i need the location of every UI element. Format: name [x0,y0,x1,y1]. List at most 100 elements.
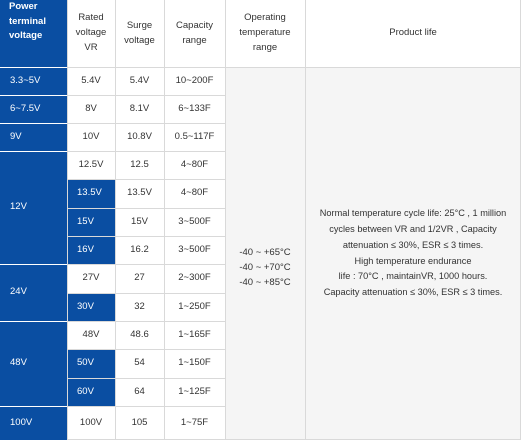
rated-value: 10V [82,130,100,142]
rated-value: 13.5V [77,187,102,199]
grid-line-horizontal [67,179,225,180]
life-line-3: attenuation ≤ 30%, ESR ≤ 3 times. [342,239,484,250]
surge-cell: 32 [115,293,164,321]
surge-cell: 27 [115,264,164,293]
header-power-terminal-voltage: Power terminal voltage [0,0,67,67]
capacity-value: 1~125F [178,385,211,397]
blue-separator [0,123,67,124]
group-label: 100V [10,416,33,428]
capacity-value: 1~250F [178,300,211,312]
rated-cell: 8V [67,95,115,123]
grid-line-vertical [164,0,165,440]
header-rated-line-2: voltage [75,27,107,39]
rated-value: 48V [82,328,100,340]
rated-cell: 10V [67,123,115,151]
capacity-cell: 1~125F [164,378,225,406]
header-terminal-line-2: terminal [9,15,46,27]
surge-cell: 54 [115,349,164,378]
group-label: 6~7.5V [10,102,41,114]
rated-value: 100V [79,416,103,428]
rated-cell-highlight: 60V [67,378,115,406]
surge-cell: 16.2 [115,236,164,264]
header-life-line-1: Product life [389,27,437,39]
blue-separator [0,67,67,68]
blue-separator [0,406,67,407]
capacity-value: 6~133F [178,102,211,114]
rated-value: 27V [82,272,100,284]
rated-cell: 5.4V [67,67,115,95]
surge-cell: 48.6 [115,321,164,349]
capacity-value: 10~200F [175,74,214,86]
surge-value: 105 [131,416,148,428]
surge-value: 54 [134,357,145,369]
blue-separator [0,264,67,265]
surge-value: 5.4V [129,74,150,86]
surge-value: 13.5V [127,187,152,199]
group-voltage-24v: 24V [0,264,67,321]
capacity-value: 3~500F [178,215,211,227]
surge-cell: 13.5V [115,179,164,208]
capacity-cell: 2~300F [164,264,225,293]
surge-cell: 8.1V [115,95,164,123]
grid-line-vertical [67,0,68,440]
temp-range-65: -40 ~ +65°C [239,247,291,259]
capacity-cell: 1~75F [164,406,225,440]
grid-line-horizontal [67,378,225,379]
surge-cell: 10.8V [115,123,164,151]
life-line-1: Normal temperature cycle life: 25°C , 1 … [319,208,507,219]
life-line-2: cycles between VR and 1/2VR , Capacity [329,223,497,234]
life-line-6: Capacity attenuation ≤ 30%, ESR ≤ 3 time… [323,287,503,298]
capacity-value: 3~500F [178,243,211,255]
group-label: 3.3~5V [10,74,41,86]
grid-line-horizontal [67,321,225,322]
product-life-cell: Normal temperature cycle life: 25°C , 1 … [305,67,521,440]
capacity-value: 2~300F [178,272,211,284]
header-surge-line-1: Surge [126,19,153,31]
grid-line-horizontal [67,95,225,96]
grid-line-horizontal [67,264,225,265]
group-label: 48V [10,357,27,369]
capacity-cell: 4~80F [164,179,225,208]
group-voltage-9v: 9V [0,123,67,151]
header-capacity-range: Capacity range [164,0,225,67]
rated-cell-highlight: 30V [67,293,115,321]
grid-line-vertical [225,0,226,440]
capacity-cell: 4~80F [164,151,225,179]
blue-separator [0,321,67,322]
capacity-value: 4~80F [180,158,209,170]
header-capacity-line-2: range [182,34,207,46]
header-surge-line-2: voltage [124,34,155,46]
grid-line-horizontal [67,349,225,350]
grid-line-horizontal [67,67,521,68]
header-rated-voltage: Rated voltage VR [67,0,115,67]
group-voltage-100v: 100V [0,406,67,440]
life-line-4: High temperature endurance [354,255,472,266]
grid-line-horizontal [67,293,225,294]
operating-temperature-cell: -40 ~ +65°C -40 ~ +70°C -40 ~ +85°C [225,67,305,440]
surge-cell: 105 [115,406,164,440]
rated-value: 30V [77,300,94,312]
rated-cell-highlight: 16V [67,236,115,264]
header-temp-line-1: Operating [244,12,286,24]
header-rated-line-1: Rated [78,12,104,24]
header-surge-voltage: Surge voltage [115,0,164,67]
surge-value: 15V [131,215,148,227]
rated-cell: 48V [67,321,115,349]
surge-value: 12.5 [130,158,149,170]
capacity-cell: 6~133F [164,95,225,123]
grid-line-vertical [305,0,306,440]
blue-separator [0,151,67,152]
group-label: 24V [10,286,27,298]
capacity-cell: 3~500F [164,208,225,236]
capacity-cell: 3~500F [164,236,225,264]
capacity-cell: 0.5~117F [164,123,225,151]
rated-cell: 100V [67,406,115,440]
surge-value: 64 [134,385,145,397]
group-voltage-6-7v: 6~7.5V [0,95,67,123]
surge-value: 48.6 [130,328,149,340]
surge-value: 8.1V [129,102,150,114]
rated-value: 8V [85,102,97,114]
capacity-cell: 10~200F [164,67,225,95]
rated-value: 12.5V [78,158,104,170]
